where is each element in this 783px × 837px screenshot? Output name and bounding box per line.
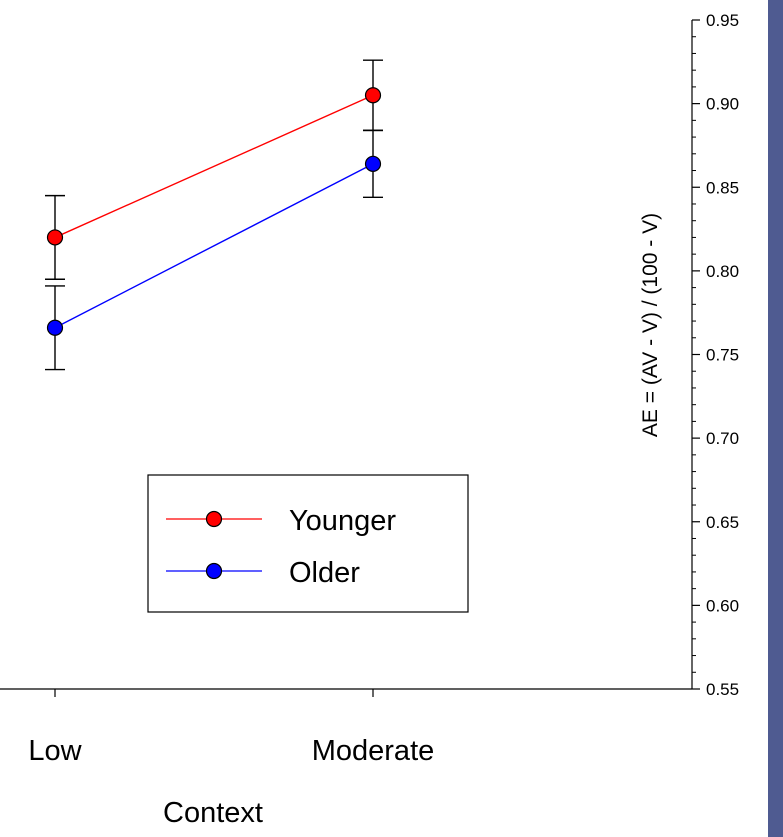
legend-box	[147, 474, 469, 613]
y-axis-title: AE = (AV - V) / (100 - V)	[639, 213, 662, 437]
window-edge-strip	[768, 0, 783, 837]
y-tick-label-0: 0.55	[706, 680, 739, 699]
x-tick-label-1: Moderate	[312, 735, 435, 767]
y-tick-label-5: 0.80	[706, 262, 739, 281]
series-line-younger	[54, 94, 374, 239]
legend-label-younger: Younger	[289, 505, 396, 537]
x-tick-label-0: Low	[28, 735, 82, 767]
point-older-1	[364, 155, 382, 172]
series-line-older	[54, 163, 374, 329]
point-younger-0	[46, 229, 64, 246]
x-axis-title: Context	[163, 797, 263, 829]
y-tick-label-1: 0.60	[706, 596, 739, 615]
y-tick-label-4: 0.75	[706, 346, 739, 365]
y-tick-label-8: 0.95	[706, 11, 739, 30]
legend-label-older: Older	[289, 557, 360, 589]
y-tick-label-7: 0.90	[706, 95, 739, 114]
y-tick-label-3: 0.70	[706, 429, 739, 448]
point-older-0	[46, 319, 64, 336]
legend-marker-younger	[205, 510, 223, 528]
axes: 0.55 0.60 0.65 0.70 0.75 0.80 0.85 0.90 0.95 Low M…	[0, 11, 739, 767]
legend-marker-older	[205, 562, 223, 580]
series-layer	[45, 59, 383, 371]
y-tick-label-6: 0.85	[706, 178, 739, 197]
point-younger-1	[364, 87, 382, 104]
y-tick-label-2: 0.65	[706, 513, 739, 532]
legend: Younger Older	[147, 474, 469, 613]
